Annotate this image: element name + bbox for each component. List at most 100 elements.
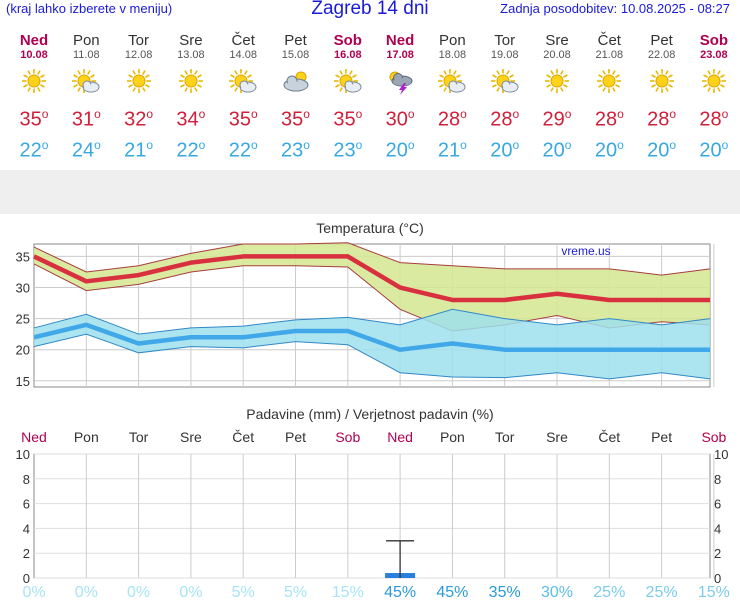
day-name: Sre bbox=[545, 32, 569, 49]
sun-icon bbox=[583, 68, 635, 98]
max-temperature-value: 28 bbox=[490, 108, 513, 131]
sun-icon bbox=[636, 68, 688, 98]
min-temperature: 20o bbox=[385, 137, 415, 162]
watermark: vreme.us bbox=[561, 244, 610, 258]
min-temperature: 22o bbox=[19, 137, 49, 162]
min-temperature: 23o bbox=[333, 137, 363, 162]
precipitation-probability: 15% bbox=[332, 584, 364, 600]
y-tick-label-right: 6 bbox=[714, 497, 721, 512]
precipitation-probability: 25% bbox=[593, 584, 625, 600]
precip-day-label: Pet bbox=[285, 429, 306, 445]
precip-day-label: Tor bbox=[129, 429, 149, 445]
sun-cloud-icon bbox=[60, 68, 112, 98]
day-column: Čet 21.08 28o 20o bbox=[583, 32, 635, 163]
day-date: 16.08 bbox=[334, 49, 362, 61]
precip-day-label: Sre bbox=[546, 429, 568, 445]
max-temperature: 35o bbox=[19, 107, 49, 131]
min-temperature-value: 21 bbox=[437, 139, 461, 162]
min-temperature-value: 20 bbox=[699, 139, 722, 162]
precip-day-label: Ned bbox=[21, 429, 47, 445]
min-temperature-value: 23 bbox=[333, 139, 356, 162]
y-tick-label: 0 bbox=[23, 571, 30, 586]
precipitation-probability: 45% bbox=[436, 584, 468, 600]
location-hint: (kraj lahko izberete v meniju) bbox=[6, 1, 173, 16]
temperature-chart: Temperatura (°C) 15 20 25 30 35 vreme.us bbox=[16, 220, 715, 389]
precipitation-probability: 5% bbox=[232, 584, 255, 600]
max-temperature: 28o bbox=[647, 107, 677, 131]
day-column: Tor 19.08 28o 20o bbox=[479, 32, 531, 163]
day-date: 12.08 bbox=[124, 49, 153, 61]
temperature-chart-title: Temperatura (°C) bbox=[316, 220, 424, 236]
precip-day-label: Ned bbox=[387, 429, 413, 445]
precipitation-probability: 35% bbox=[489, 584, 521, 600]
min-band-lower-edge bbox=[33, 333, 711, 380]
max-temperature-line bbox=[33, 254, 710, 303]
day-name: Pon bbox=[72, 32, 100, 49]
y-tick-label: 15 bbox=[16, 374, 30, 389]
max-temperature: 35o bbox=[281, 107, 310, 131]
min-temperature-line bbox=[33, 322, 710, 352]
cloudy-sun-icon bbox=[270, 68, 322, 98]
min-temperature-value: 22 bbox=[176, 139, 199, 162]
day-name: Pet bbox=[650, 32, 673, 49]
min-temperature: 20o bbox=[699, 137, 729, 162]
page-title: Zagreb 14 dni bbox=[311, 0, 429, 19]
day-date: 22.08 bbox=[647, 49, 676, 61]
day-date: 15.08 bbox=[281, 49, 310, 61]
y-tick-label-right: 0 bbox=[714, 571, 721, 586]
min-temperature: 21o bbox=[124, 137, 154, 162]
precipitation-probability: 0% bbox=[179, 584, 202, 600]
day-column: Ned 10.08 35o 22o bbox=[8, 32, 60, 163]
day-column: Tor 12.08 32o 21o bbox=[113, 32, 165, 163]
day-column: Sob 23.08 28o 20o bbox=[688, 32, 740, 163]
day-name: Čet bbox=[597, 32, 621, 49]
day-name: Sob bbox=[333, 32, 362, 49]
plot-area bbox=[33, 453, 711, 579]
precipitation-probability: 45% bbox=[384, 584, 416, 600]
min-temperature-value: 21 bbox=[124, 139, 147, 162]
max-temperature-value: 32 bbox=[124, 108, 147, 131]
precip-day-label: Pet bbox=[651, 429, 672, 445]
precipitation-probability: 5% bbox=[284, 584, 307, 600]
y-tick-label: 30 bbox=[16, 281, 30, 296]
y-tick-label: 35 bbox=[16, 249, 30, 264]
sun-icon bbox=[165, 68, 217, 98]
max-temperature-value: 29 bbox=[542, 108, 565, 131]
separator-band bbox=[0, 170, 740, 214]
sun-cloud-icon bbox=[426, 68, 478, 98]
max-temperature-band bbox=[34, 242, 710, 332]
min-temperature-value: 20 bbox=[542, 139, 565, 162]
day-name: Sob bbox=[699, 32, 729, 49]
max-temperature: 35o bbox=[333, 107, 363, 131]
max-temperature-value: 35 bbox=[333, 108, 356, 131]
min-temperature: 21o bbox=[437, 137, 467, 162]
day-name: Pon bbox=[439, 32, 466, 49]
day-name: Ned bbox=[19, 32, 49, 49]
max-temperature-value: 30 bbox=[385, 108, 408, 131]
min-temperature-value: 20 bbox=[490, 139, 513, 162]
max-temperature-value: 35 bbox=[281, 108, 304, 131]
max-temperature-value: 28 bbox=[647, 108, 670, 131]
y-tick-label: 4 bbox=[23, 521, 30, 536]
y-tick-label: 25 bbox=[16, 312, 30, 327]
max-temperature: 29o bbox=[542, 107, 572, 131]
min-temperature-value: 22 bbox=[228, 139, 251, 162]
day-name: Sre bbox=[179, 32, 203, 49]
min-temperature: 24o bbox=[71, 137, 101, 162]
precipitation-probability: 0% bbox=[22, 584, 45, 600]
min-temperature-value: 24 bbox=[71, 139, 95, 162]
sun-cloud-icon bbox=[479, 68, 531, 98]
precipitation-probability: 0% bbox=[127, 584, 150, 600]
precip-day-label: Pon bbox=[440, 429, 465, 445]
sun-icon bbox=[8, 68, 60, 98]
day-column: Pet 15.08 35o 23o bbox=[270, 32, 322, 163]
max-temperature: 28o bbox=[699, 107, 729, 131]
max-temperature: 28o bbox=[437, 107, 467, 131]
y-tick-label: 8 bbox=[23, 472, 30, 487]
precip-day-label: Sob bbox=[701, 429, 726, 445]
max-temperature: 30o bbox=[385, 107, 415, 131]
sun-icon bbox=[531, 68, 583, 98]
day-column: Pon 11.08 31o 24o bbox=[60, 32, 112, 163]
min-temperature: 20o bbox=[647, 137, 677, 162]
precip-day-label: Sob bbox=[335, 429, 360, 445]
